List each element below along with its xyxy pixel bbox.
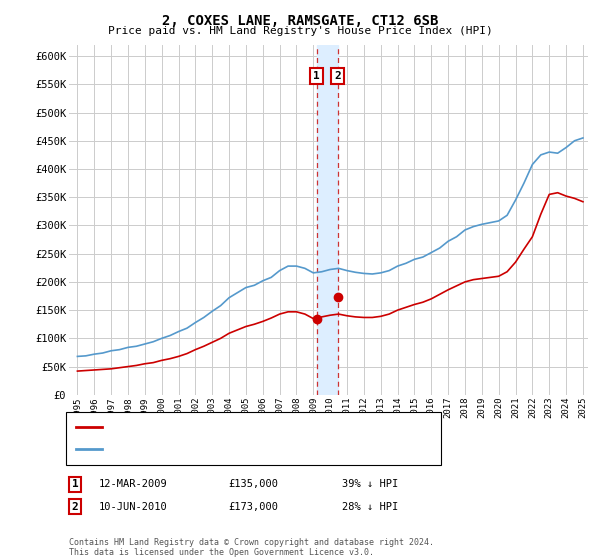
Text: 12-MAR-2009: 12-MAR-2009 [99,479,168,489]
Text: 2: 2 [71,502,79,512]
Text: 2, COXES LANE, RAMSGATE, CT12 6SB: 2, COXES LANE, RAMSGATE, CT12 6SB [162,14,438,28]
Text: £173,000: £173,000 [228,502,278,512]
Text: 10-JUN-2010: 10-JUN-2010 [99,502,168,512]
Text: 39% ↓ HPI: 39% ↓ HPI [342,479,398,489]
Text: £135,000: £135,000 [228,479,278,489]
Text: 28% ↓ HPI: 28% ↓ HPI [342,502,398,512]
Text: Price paid vs. HM Land Registry's House Price Index (HPI): Price paid vs. HM Land Registry's House … [107,26,493,36]
Text: 1: 1 [313,71,320,81]
Text: 2: 2 [334,71,341,81]
Bar [317,45,338,395]
Text: 2, COXES LANE, RAMSGATE, CT12 6SB (detached house): 2, COXES LANE, RAMSGATE, CT12 6SB (detac… [106,422,400,432]
Text: Contains HM Land Registry data © Crown copyright and database right 2024.
This d: Contains HM Land Registry data © Crown c… [69,538,434,557]
Text: HPI: Average price, detached house, Thanet: HPI: Average price, detached house, Than… [106,444,353,454]
Text: 1: 1 [71,479,79,489]
